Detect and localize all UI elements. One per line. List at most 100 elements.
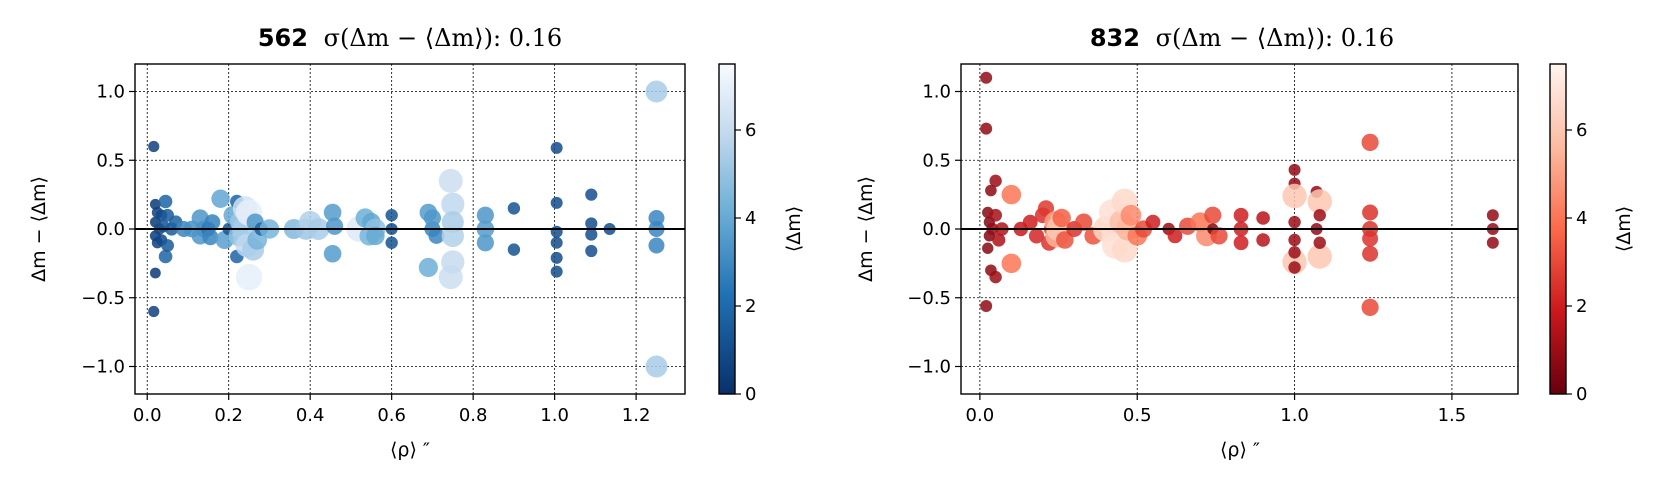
panel-left-data-point	[476, 206, 494, 224]
panel-left-y-ticks: 1.0 0.5 0.0 −0.5 −1.0	[81, 82, 135, 378]
panel-left-x-tick-label: 0.6	[377, 405, 406, 426]
panel-left-y-tick-label: 0.5	[96, 150, 125, 171]
panel-left-data-point	[550, 251, 563, 264]
panel-left-data-point	[441, 250, 465, 274]
panel-left-data-point	[148, 305, 160, 318]
panel-left-data-point	[366, 226, 385, 246]
panel-right-data-point	[989, 174, 1002, 188]
panel-right-colorbar: 0 2 4 6 ⟨Δm⟩	[1549, 63, 1635, 405]
panel-right-x-tick-label: 0.0	[966, 405, 995, 426]
panel-right-data-point	[1361, 133, 1379, 151]
panel-right-data-point	[1075, 213, 1093, 231]
panel-left-data-point	[550, 225, 563, 238]
panel-right-colorbar-ticks: 0 2 4 6	[1566, 120, 1587, 405]
panel-right-y-tick-label: 0.5	[922, 150, 951, 171]
panel-left-data-point	[204, 214, 221, 231]
panel-left-y-tick-label: 0.0	[96, 219, 125, 240]
panel-left-title: 562 σ(Δm − ⟨Δm⟩): 0.16	[258, 24, 562, 52]
panel-left-data-point	[550, 265, 563, 278]
panel-left-colorbar: 0 2 4 6 ⟨Δm⟩	[718, 63, 805, 405]
panel-right-data-point	[1313, 209, 1326, 222]
panel-left-title-count: 562	[258, 24, 308, 52]
panel-right-x-tick-label: 0.5	[1123, 405, 1152, 426]
panel-right-data-point	[985, 184, 997, 197]
panel-left-colorbar-gradient	[719, 64, 735, 394]
panel-right-colorbar-frame	[1549, 63, 1567, 395]
panel-left-data-point	[585, 244, 598, 258]
panel-left-colorbar-label: ⟨Δm⟩	[783, 206, 805, 252]
panel-left-data-point	[441, 224, 464, 248]
panel-left-data-point	[385, 209, 398, 222]
panel-right-data-point	[1362, 204, 1379, 221]
panel-right-data-point	[1362, 245, 1379, 262]
panel-left-data-point	[585, 228, 598, 241]
panel-right-colorbar-gradient	[1550, 64, 1566, 394]
panel-left-data-point	[507, 243, 521, 256]
panel-right-data-point	[1233, 207, 1249, 223]
panel-left-data-point	[645, 80, 668, 103]
panel-right-x-tick-label: 1.0	[1280, 405, 1309, 426]
panel-left-y-tick-label: 1.0	[96, 82, 125, 103]
panel-left-data-point	[161, 239, 174, 252]
panel-right-y-ticks: 1.0 0.5 0.0 −0.5 −1.0	[907, 82, 961, 378]
panel-right-title: 832 σ(Δm − ⟨Δm⟩): 0.16	[1090, 24, 1394, 52]
panel-right-y-tick-label: 1.0	[922, 82, 951, 103]
panel-right-data-point	[1361, 298, 1379, 316]
panel-right-y-axis-label: Δm − ⟨Δm⟩	[855, 176, 877, 282]
panel-left-data-point	[158, 194, 173, 209]
panel-left-data-point	[148, 140, 160, 153]
panel-right-data-point	[1282, 183, 1307, 209]
panel-right-data-point	[1028, 228, 1045, 244]
panel-left-data-point	[585, 217, 598, 230]
panel-left-data-point	[323, 244, 342, 263]
panel-right-data-point	[1362, 230, 1379, 247]
panel-right-data-point	[1288, 233, 1301, 247]
panel-right-data-point	[1256, 211, 1270, 225]
panel-left-data-point	[550, 196, 563, 209]
panel-right-points	[980, 71, 1499, 316]
panel-left-x-tick-label: 0.2	[214, 405, 243, 426]
panel-left-title-sigma: σ(Δm − ⟨Δm⟩): 0.16	[324, 24, 563, 52]
panel-right-data-point	[989, 270, 1002, 284]
panel-right-colorbar-tick-label: 4	[1576, 208, 1587, 229]
panel-left: 562 σ(Δm − ⟨Δm⟩): 0.16 0.0 0.2 0.4 0.6 0.8 1.…	[28, 24, 805, 461]
panel-left-data-point	[550, 236, 563, 249]
panel-right-data-point	[1486, 209, 1499, 222]
panel-left-data-point	[550, 141, 563, 154]
panel-right-data-point	[1256, 233, 1270, 247]
panel-left-colorbar-frame	[718, 63, 736, 395]
panel-left-data-point	[428, 227, 445, 244]
panel-left-data-point	[323, 203, 342, 222]
panel-right-data-point	[1233, 235, 1249, 251]
panel-left-data-point	[585, 188, 598, 201]
panel-right-data-point	[1307, 244, 1332, 269]
panel-right-x-tick-label: 1.5	[1438, 405, 1467, 426]
panel-left-colorbar-tick-label: 6	[745, 120, 756, 141]
panel-right-colorbar-label: ⟨Δm⟩	[1613, 206, 1635, 252]
panel-left-x-ticks: 0.0 0.2 0.4 0.6 0.8 1.0 1.2	[133, 394, 650, 426]
panel-right-data-point	[1288, 163, 1301, 176]
panel-right-data-point	[1210, 227, 1228, 245]
panel-right-y-tick-label: −1.0	[907, 357, 951, 378]
panel-right-data-point	[1204, 206, 1222, 224]
panel-right-data-point	[1022, 214, 1038, 230]
panel-right: 832 σ(Δm − ⟨Δm⟩): 0.16 0.0 0.5 1.0 1.5 1.0 0…	[855, 24, 1635, 461]
panel-left-colorbar-tick-label: 2	[745, 296, 756, 317]
panel-left-data-point	[202, 229, 219, 246]
panel-right-x-axis-label: ⟨ρ⟩ ″	[1220, 439, 1260, 461]
panel-right-data-point	[1037, 200, 1055, 217]
panel-right-data-point	[1288, 246, 1301, 259]
panel-left-x-tick-label: 0.8	[459, 405, 488, 426]
panel-right-data-point	[1288, 261, 1301, 274]
panel-left-data-point	[645, 355, 668, 378]
panel-left-y-axis-label: Δm − ⟨Δm⟩	[28, 176, 50, 282]
panel-right-data-point	[1313, 236, 1326, 249]
panel-left-y-tick-label: −1.0	[81, 357, 125, 378]
panel-left-data-point	[418, 257, 438, 278]
panel-right-data-point	[1001, 253, 1022, 274]
panel-left-x-tick-label: 0.0	[133, 405, 162, 426]
panel-left-data-point	[423, 209, 442, 227]
panel-right-colorbar-tick-label: 0	[1576, 384, 1587, 405]
panel-right-data-point	[982, 242, 994, 254]
